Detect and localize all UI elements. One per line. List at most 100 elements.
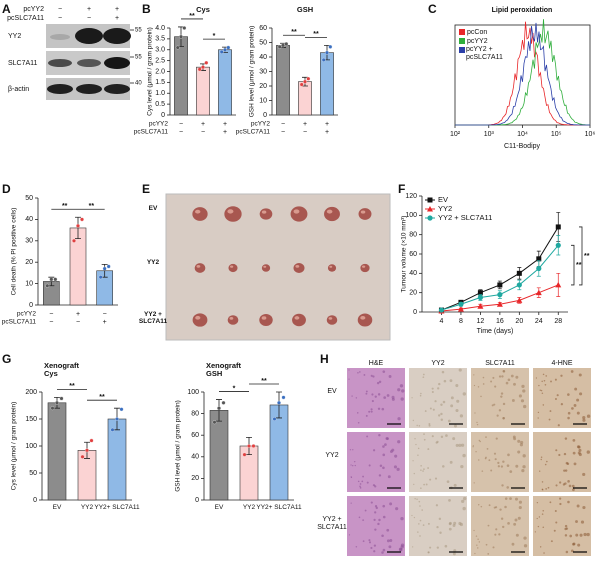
tissue-speck: [497, 461, 500, 465]
tissue-speck: [419, 505, 421, 507]
tissue-speck: [395, 507, 399, 511]
tissue-speck: [389, 502, 393, 506]
tumor-highlight: [229, 317, 234, 320]
significance-label: **: [69, 383, 75, 390]
tissue-speck: [476, 423, 479, 426]
tissue-speck: [436, 525, 439, 529]
tissue-speck: [523, 404, 527, 409]
data-point: [217, 406, 221, 411]
flow-curve: [455, 22, 590, 126]
tissue-speck: [496, 414, 499, 417]
tissue-speck: [413, 516, 416, 519]
tumor: [292, 313, 306, 327]
panel-label: H: [320, 352, 329, 366]
tissue-speck: [494, 533, 497, 536]
tissue-speck: [368, 539, 371, 542]
tissue-speck: [462, 453, 466, 458]
x-tick-label: 10²: [450, 131, 461, 138]
tissue-speck: [427, 522, 430, 525]
bar: [196, 66, 210, 116]
tumor-highlight: [360, 315, 366, 320]
x-tick-label: 10³: [484, 131, 495, 138]
tissue-speck: [549, 410, 552, 412]
x-tick-label: YY2: [80, 504, 94, 511]
tissue-speck: [449, 460, 453, 464]
tissue-speck: [550, 540, 553, 543]
data-point: [80, 217, 84, 222]
tissue-speck: [448, 498, 451, 502]
tissue-speck: [487, 552, 490, 555]
tissue-speck: [495, 528, 498, 531]
tissue-speck: [488, 459, 491, 462]
tumor: [192, 313, 208, 327]
tumor-highlight: [195, 209, 201, 214]
y-tick-label: 80: [409, 232, 417, 239]
tissue-speck: [393, 465, 398, 469]
blot-band: [103, 28, 131, 44]
tissue-speck: [453, 483, 457, 487]
tissue-speck: [518, 394, 522, 398]
tissue-speck: [495, 437, 498, 440]
tissue-speck: [412, 460, 414, 462]
data-point: [80, 454, 85, 459]
tissue-speck: [576, 398, 580, 402]
tissue-speck: [487, 524, 490, 527]
tissue-speck: [520, 399, 525, 403]
data-point: [204, 60, 209, 65]
tissue-speck: [473, 384, 476, 387]
chart-title: Xenograft Cys: [44, 362, 80, 379]
tumor: [358, 208, 372, 220]
tissue-speck: [366, 481, 369, 484]
tissue-speck: [507, 378, 511, 382]
condition-name: pcSLC7A11: [7, 15, 44, 22]
tissue-speck: [374, 505, 378, 508]
tissue-speck: [364, 509, 367, 512]
tissue-speck: [563, 452, 567, 456]
tissue-speck: [458, 521, 462, 526]
tissue-speck: [448, 527, 452, 531]
tissue-speck: [498, 375, 502, 378]
data-point: [477, 290, 483, 296]
tissue-speck: [537, 411, 540, 414]
tissue-speck: [518, 500, 522, 504]
y-tick-label: 0: [195, 497, 199, 504]
tissue-speck: [560, 403, 564, 406]
tissue-speck: [358, 516, 361, 519]
tissue-speck: [505, 381, 509, 385]
tissue-speck: [494, 458, 497, 461]
tissue-speck: [434, 400, 437, 403]
legend-swatch: [459, 47, 465, 53]
data-point: [223, 47, 227, 52]
tissue-speck: [488, 504, 491, 507]
condition-mark: −: [281, 129, 285, 136]
data-point: [281, 43, 285, 48]
tissue-speck: [492, 376, 495, 379]
tissue-speck: [498, 409, 502, 412]
row-label: YY2: [325, 452, 339, 459]
tissue-speck: [357, 480, 360, 483]
tissue-speck: [445, 434, 448, 437]
tissue-speck: [493, 403, 496, 406]
tissue-speck: [570, 370, 574, 373]
data-point: [516, 270, 522, 276]
tissue-speck: [387, 475, 391, 479]
tissue-speck: [417, 454, 419, 456]
tissue-speck: [506, 464, 510, 467]
y-tick-label: 50: [29, 470, 37, 477]
tissue-speck: [436, 546, 439, 549]
data-point: [281, 395, 286, 400]
legend-label: YY2: [438, 204, 452, 213]
significance-label: **: [313, 31, 319, 38]
tissue-speck: [462, 392, 467, 396]
tissue-speck: [564, 482, 567, 485]
condition-name: pcYY2: [23, 6, 44, 13]
legend-swatch: [459, 38, 465, 44]
condition-mark: −: [58, 15, 62, 22]
tissue-speck: [523, 536, 527, 540]
tissue-speck: [502, 370, 506, 373]
data-point: [221, 400, 226, 405]
tissue-speck: [350, 464, 352, 466]
y-tick-label: 40: [409, 270, 417, 277]
tissue-speck: [391, 448, 395, 452]
tissue-speck: [521, 384, 525, 389]
